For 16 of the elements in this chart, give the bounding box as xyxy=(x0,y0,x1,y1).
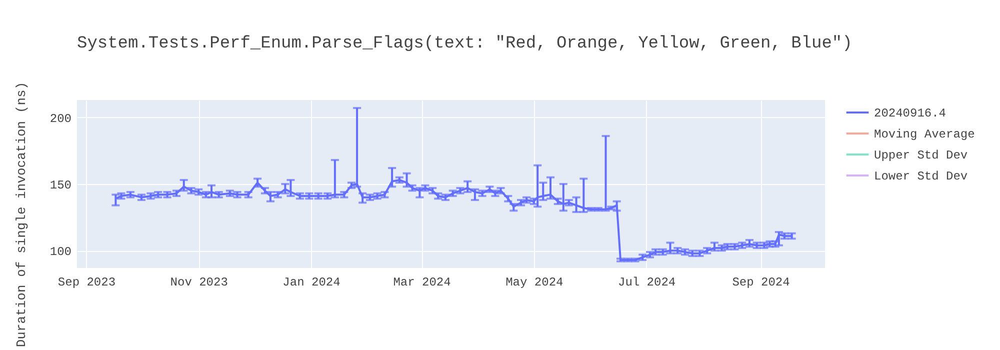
legend-label: Lower Std Dev xyxy=(874,170,968,184)
x-tick-label: May 2024 xyxy=(506,276,564,290)
chart-title: System.Tests.Perf_Enum.Parse_Flags(text: "Red, Orange, Yellow, Green, Blue") xyxy=(77,34,852,54)
x-tick-label: Mar 2024 xyxy=(393,276,451,290)
legend-label: Moving Average xyxy=(874,128,975,142)
y-tick-label: 200 xyxy=(50,112,72,126)
y-axis-title: Duration of single invocation (ns) xyxy=(14,82,29,348)
x-tick-label: Nov 2023 xyxy=(170,276,228,290)
x-tick-label: Jan 2024 xyxy=(282,276,340,290)
x-tick-label: Sep 2024 xyxy=(732,276,790,290)
legend-label: 20240916.4 xyxy=(874,106,946,120)
x-tick-label: Sep 2023 xyxy=(58,276,116,290)
y-tick-label: 100 xyxy=(50,245,72,260)
y-tick-label: 150 xyxy=(50,178,72,192)
legend-label: Upper Std Dev xyxy=(874,148,968,162)
x-tick-label: Jul 2024 xyxy=(618,276,676,290)
